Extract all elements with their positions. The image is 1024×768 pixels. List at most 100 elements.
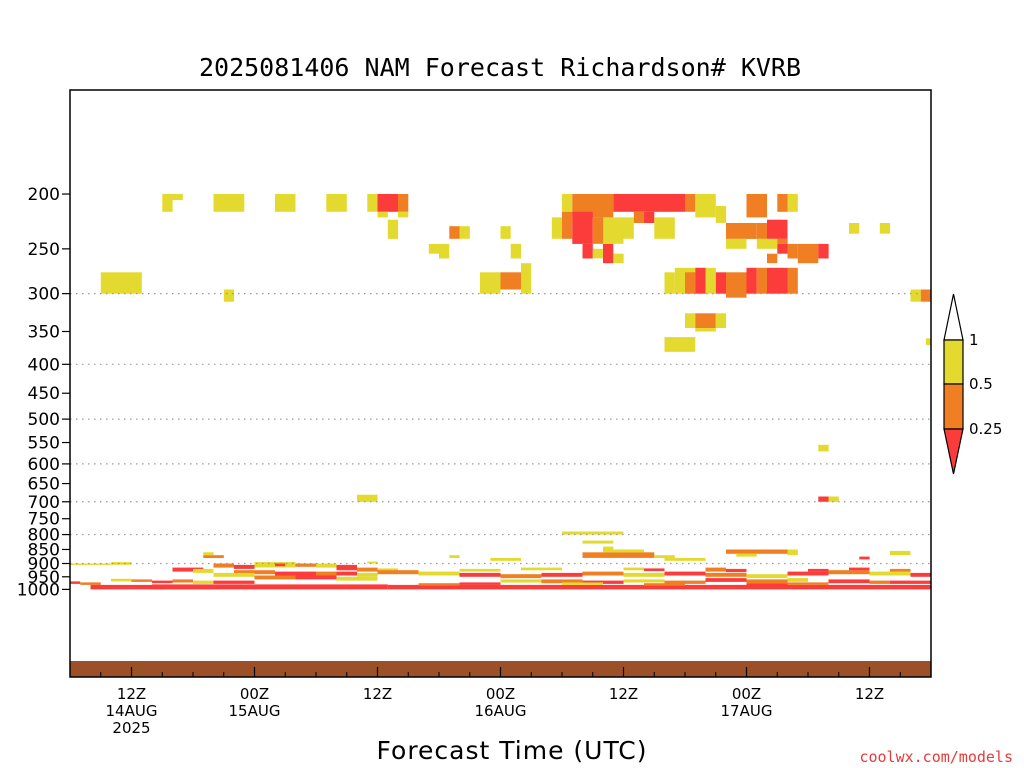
data-cell (213, 580, 255, 584)
data-cell (439, 243, 450, 259)
data-cell (777, 243, 788, 254)
data-cell (890, 550, 911, 556)
data-cell (172, 194, 183, 201)
y-tick-label: 1000 (17, 580, 60, 600)
data-cell (613, 194, 686, 212)
y-tick-label: 650 (28, 475, 60, 495)
data-cell (767, 267, 788, 294)
x-tick-label: 16AUG (475, 702, 527, 720)
legend-yellow-bin (943, 339, 964, 385)
data-cell (623, 217, 634, 239)
data-cell (603, 549, 644, 553)
data-cell (275, 563, 286, 567)
legend-label: 0.25 (969, 420, 1002, 438)
chart-title: 2025081406 NAM Forecast Richardson# KVRB (199, 53, 801, 82)
data-cell (705, 572, 747, 577)
data-cell (787, 578, 808, 582)
data-cell (715, 206, 727, 223)
data-cell (449, 226, 460, 239)
data-cell (705, 567, 726, 572)
legend: 1 0.5 0.25 (943, 293, 1002, 475)
data-cell (295, 575, 337, 580)
data-cell (808, 568, 829, 572)
data-cell (316, 571, 337, 576)
data-cell (490, 558, 511, 561)
x-tick-label: 15AUG (229, 702, 281, 720)
y-tick-label: 600 (28, 455, 60, 475)
data-cell (562, 211, 573, 239)
data-cell (736, 553, 757, 557)
data-cell (541, 572, 583, 577)
data-cell (715, 313, 727, 328)
data-cell (818, 496, 829, 502)
data-cell (582, 552, 655, 558)
data-cell (787, 549, 798, 556)
data-cell (316, 563, 337, 568)
data-cell (818, 243, 829, 259)
data-cell (152, 580, 173, 584)
y-axis: 200 250 300 350 400 450 500 5506006507007508008… (17, 185, 70, 600)
data-cell (633, 211, 645, 223)
data-cell (213, 563, 234, 568)
data-cell (162, 194, 173, 212)
x-tick-label: 17AUG (721, 702, 773, 720)
data-cell (787, 194, 798, 212)
data-cell (797, 243, 819, 264)
data-cell (849, 567, 870, 571)
data-cell (70, 581, 81, 584)
data-cell (193, 580, 214, 584)
data-cell (777, 194, 788, 212)
legend-top-arrow (943, 293, 964, 341)
x-tick-label: 12Z (363, 685, 392, 703)
data-cell (623, 567, 644, 571)
data-cell (787, 571, 829, 576)
data-cell (654, 555, 675, 558)
x-tick-label: 00Z (486, 685, 515, 703)
data-cell (623, 579, 665, 583)
data-cell (500, 579, 542, 583)
data-cell (295, 563, 316, 567)
y-tick-label: 300 (28, 285, 60, 305)
data-cell (131, 579, 152, 582)
data-cell (572, 211, 593, 244)
data-cell (664, 580, 706, 584)
data-cell (203, 552, 214, 556)
data-cell (152, 584, 388, 590)
data-cell (510, 558, 521, 561)
data-cell (715, 272, 727, 294)
y-tick-label: 800 (28, 526, 60, 546)
y-tick-label: 850 (28, 540, 60, 560)
data-cell (336, 571, 357, 576)
x-tick-label: 12Z (855, 685, 884, 703)
data-cell (787, 267, 798, 294)
data-cell (428, 243, 440, 254)
data-cell (746, 267, 757, 294)
data-cell (387, 219, 399, 239)
data-cell (172, 579, 193, 583)
data-cell (459, 582, 501, 585)
data-cell (726, 549, 788, 554)
data-cell (818, 444, 829, 452)
data-cell (767, 219, 788, 239)
data-cell (685, 558, 706, 561)
data-cell (459, 572, 501, 577)
y-tick-label: 750 (28, 510, 60, 530)
data-cell (685, 313, 696, 328)
data-cell (756, 267, 768, 294)
data-cell (521, 263, 532, 294)
data-cell (746, 579, 788, 584)
data-cell (582, 243, 593, 259)
data-cell (367, 561, 378, 564)
x-tick-label: 2025 (112, 719, 150, 737)
data-cell (541, 579, 583, 584)
data-cell (418, 583, 460, 586)
data-cell (326, 194, 347, 212)
legend-bottom-arrow (943, 428, 964, 475)
credit-link[interactable]: coolwx.com/models (859, 748, 1013, 766)
data-cell (695, 194, 716, 218)
data-cell (336, 576, 378, 581)
data-cell (925, 338, 931, 346)
data-cell (459, 568, 501, 572)
data-cell (726, 568, 747, 573)
data-cell (500, 574, 542, 579)
